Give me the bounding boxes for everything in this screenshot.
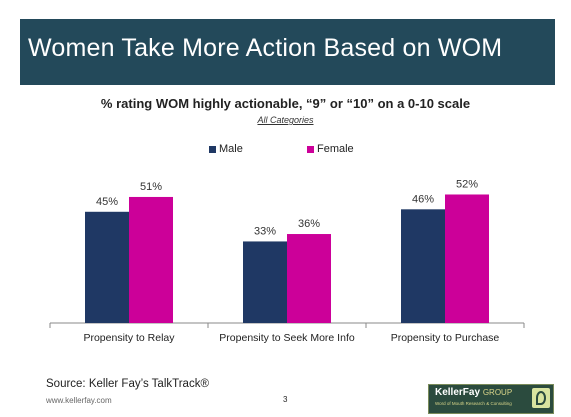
data-label: 45% [96, 196, 118, 208]
legend-label-male: Male [219, 143, 243, 155]
chart-title: % rating WOM highly actionable, “9” or “… [100, 96, 471, 111]
logo-tagline: Word of Mouth Research & Consulting [435, 401, 512, 406]
legend-swatch-male [209, 146, 216, 153]
kellerfay-logo: KellerFay GROUP Word of Mouth Research &… [428, 384, 554, 414]
data-label: 36% [298, 218, 320, 230]
logo-name: KellerFay [435, 387, 481, 398]
logo-mark-icon [532, 388, 550, 408]
legend-label-female: Female [317, 143, 354, 155]
bar-female-2 [287, 234, 331, 323]
bar-female-3 [445, 194, 489, 323]
title-bar: Women Take More Action Based on WOM [20, 19, 555, 85]
chart-subtitle: All Categories [257, 115, 314, 125]
category-label: Propensity to Purchase [391, 332, 500, 344]
bar-male-2 [243, 241, 287, 323]
legend-swatch-female [307, 146, 314, 153]
category-label: Propensity to Relay [83, 332, 175, 344]
bar-female-1 [129, 196, 173, 323]
bar-male-1 [85, 211, 129, 323]
page-number: 3 [283, 395, 288, 404]
category-label: Propensity to Seek More Info [219, 332, 355, 344]
logo-group: GROUP [482, 388, 513, 397]
data-label: 52% [456, 178, 478, 190]
data-label: 51% [140, 181, 162, 193]
slide-title: Women Take More Action Based on WOM [28, 34, 503, 62]
bar-male-3 [401, 209, 445, 323]
data-label: 46% [412, 193, 434, 205]
data-label: 33% [254, 225, 276, 237]
website-url[interactable]: www.kellerfay.com [46, 396, 112, 405]
source-note: Source: Keller Fay’s TalkTrack® [46, 378, 209, 390]
